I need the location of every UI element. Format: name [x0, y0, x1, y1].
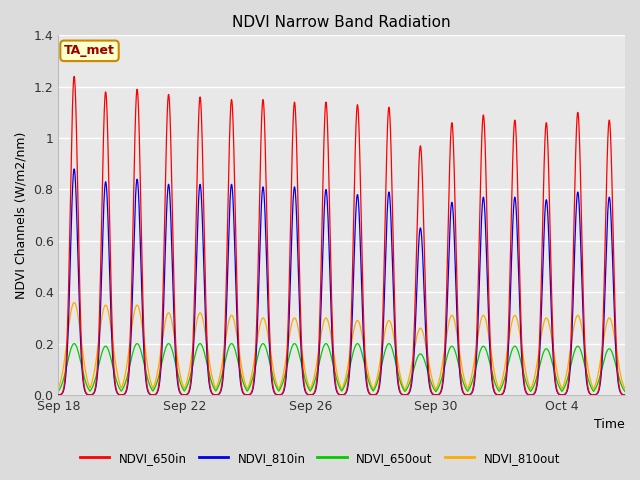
Text: TA_met: TA_met — [64, 44, 115, 57]
Title: NDVI Narrow Band Radiation: NDVI Narrow Band Radiation — [232, 15, 451, 30]
Y-axis label: NDVI Channels (W/m2/nm): NDVI Channels (W/m2/nm) — [15, 132, 28, 299]
Legend: NDVI_650in, NDVI_810in, NDVI_650out, NDVI_810out: NDVI_650in, NDVI_810in, NDVI_650out, NDV… — [75, 447, 565, 469]
X-axis label: Time: Time — [595, 419, 625, 432]
